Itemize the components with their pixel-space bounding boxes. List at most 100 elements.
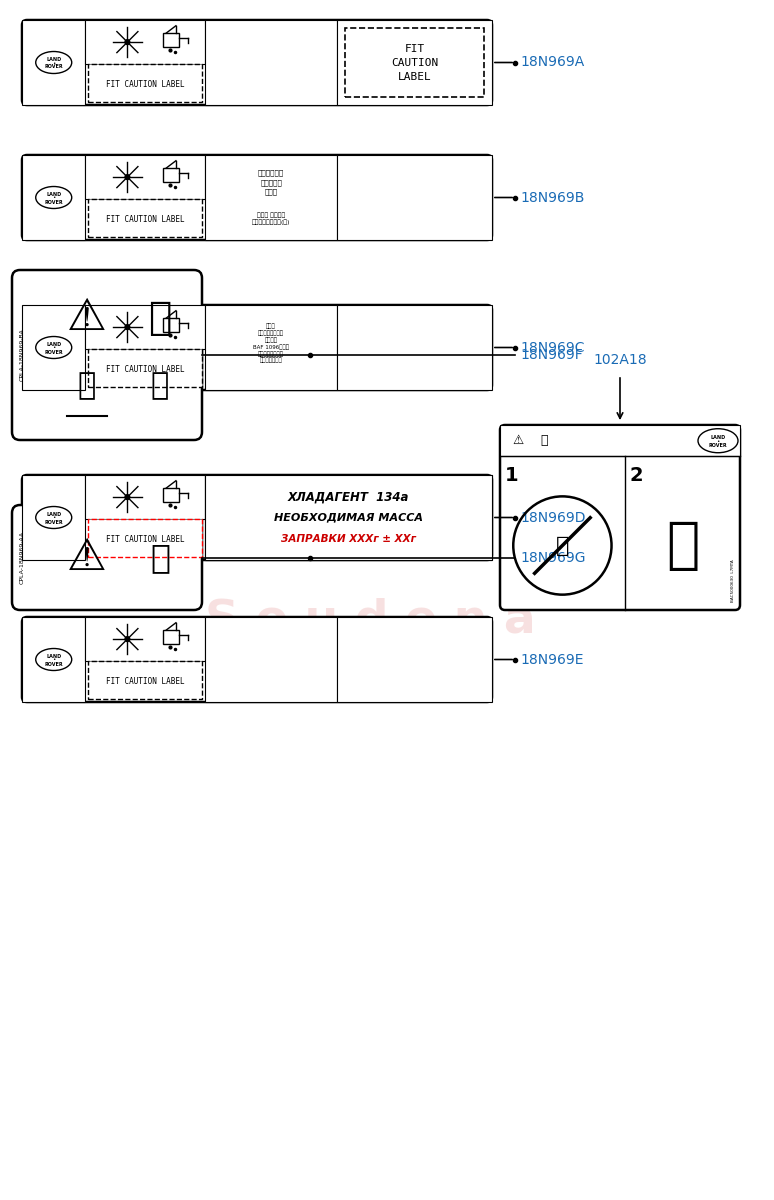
Text: ROVER: ROVER — [44, 65, 63, 70]
Bar — [22, 475, 85, 560]
Bar — [337, 20, 492, 104]
Text: 警示：
在取放或充填冷在
她方面合
BAF 1096事情下
使冷剂主联动人为
他人人稳低行。: 警示： 在取放或充填冷在 她方面合 BAF 1096事情下 使冷剂主联动人为 他… — [253, 323, 289, 364]
FancyBboxPatch shape — [22, 305, 492, 390]
Bar — [85, 305, 205, 349]
Bar — [88, 520, 202, 557]
Ellipse shape — [36, 52, 72, 73]
Text: НЕОБХОДИМАЯ МАССА: НЕОБХОДИМАЯ МАССА — [274, 512, 423, 522]
Bar — [163, 34, 179, 47]
Text: 2: 2 — [630, 467, 644, 486]
Text: ЗАПРАВКИ ХХХг ± ХХг: ЗАПРАВКИ ХХХг ± ХХг — [281, 534, 416, 544]
Text: ROVER: ROVER — [44, 520, 63, 524]
Bar — [85, 475, 205, 520]
Text: ⛽: ⛽ — [666, 518, 699, 572]
Bar — [337, 617, 492, 702]
FancyBboxPatch shape — [12, 505, 202, 610]
Bar — [205, 20, 337, 104]
Circle shape — [125, 40, 130, 44]
Circle shape — [125, 175, 130, 180]
Text: FIT CAUTION LABEL: FIT CAUTION LABEL — [106, 80, 185, 89]
Text: 18N969B: 18N969B — [520, 191, 584, 204]
Text: LAND: LAND — [46, 654, 61, 659]
Bar — [163, 488, 179, 502]
Circle shape — [125, 637, 130, 642]
Bar — [88, 349, 202, 386]
Text: FIT
CAUTION
LABEL: FIT CAUTION LABEL — [391, 43, 438, 82]
Bar — [22, 305, 85, 390]
Text: ROVER: ROVER — [44, 661, 63, 666]
Circle shape — [125, 325, 130, 330]
Text: •: • — [52, 346, 56, 350]
Text: 🔥: 🔥 — [149, 299, 172, 336]
Bar — [88, 64, 202, 102]
Text: 1: 1 — [505, 467, 519, 486]
Text: S o u d e n a: S o u d e n a — [204, 598, 536, 642]
Text: 🧑: 🧑 — [151, 371, 170, 400]
Ellipse shape — [36, 648, 72, 671]
FancyBboxPatch shape — [12, 270, 202, 440]
Ellipse shape — [36, 506, 72, 528]
FancyBboxPatch shape — [22, 617, 492, 702]
Text: ROVER: ROVER — [44, 199, 63, 204]
Bar — [205, 155, 337, 240]
Text: 18N969C: 18N969C — [520, 341, 584, 354]
Bar — [337, 475, 492, 560]
Text: 18N969A: 18N969A — [520, 55, 584, 70]
Bar — [205, 617, 337, 702]
Text: 📖: 📖 — [540, 434, 548, 448]
Text: ROVER: ROVER — [44, 349, 63, 354]
Text: •: • — [52, 60, 56, 66]
Text: ROVER: ROVER — [709, 443, 728, 448]
Bar — [205, 305, 337, 390]
FancyBboxPatch shape — [22, 475, 492, 560]
Circle shape — [125, 494, 130, 499]
Text: LAND: LAND — [46, 512, 61, 517]
Bar — [163, 630, 179, 643]
Bar — [345, 28, 484, 97]
Bar — [88, 199, 202, 236]
Text: •: • — [52, 516, 56, 521]
Text: ⚠: ⚠ — [67, 536, 107, 578]
Bar — [85, 617, 205, 661]
FancyBboxPatch shape — [500, 425, 740, 610]
Bar — [85, 155, 205, 199]
Bar — [205, 475, 337, 560]
Text: •: • — [716, 439, 720, 444]
Bar — [22, 155, 85, 240]
Text: FIT CAUTION LABEL: FIT CAUTION LABEL — [106, 365, 185, 374]
FancyBboxPatch shape — [22, 155, 492, 240]
Bar — [337, 155, 492, 240]
Text: FIT CAUTION LABEL: FIT CAUTION LABEL — [106, 535, 185, 544]
Bar — [163, 168, 179, 181]
Text: 🔧: 🔧 — [78, 371, 96, 400]
Text: •: • — [52, 658, 56, 662]
Text: LAND: LAND — [711, 436, 725, 440]
Text: FIT CAUTION LABEL: FIT CAUTION LABEL — [106, 215, 185, 224]
Text: 102A18: 102A18 — [593, 353, 647, 367]
Text: •: • — [52, 196, 56, 200]
Bar — [22, 617, 85, 702]
Text: 冷媒大氣放出
禁止・外屬
更換收: 冷媒大氣放出 禁止・外屬 更換收 — [258, 169, 284, 194]
Ellipse shape — [36, 186, 72, 209]
Bar — [337, 305, 492, 390]
Text: 18N969E: 18N969E — [520, 653, 584, 666]
Text: ХЛАДАГЕНТ  134а: ХЛАДАГЕНТ 134а — [288, 491, 409, 504]
Bar — [88, 661, 202, 698]
Text: BAC5000630  L7MTA: BAC5000630 L7MTA — [731, 559, 735, 602]
Text: チォー ランドロ
ーバー・ヂャパン(㈱): チォー ランドロ ーバー・ヂャパン(㈱) — [252, 212, 290, 226]
Text: LAND: LAND — [46, 342, 61, 347]
Text: 18N969D: 18N969D — [520, 510, 585, 524]
Text: ⚠: ⚠ — [512, 434, 524, 448]
Text: LAND: LAND — [46, 56, 61, 62]
Ellipse shape — [698, 428, 738, 452]
Text: c a r  p a r t s: c a r p a r t s — [277, 641, 463, 670]
Text: CPLA-18N969-BA: CPLA-18N969-BA — [19, 329, 25, 382]
Text: FIT CAUTION LABEL: FIT CAUTION LABEL — [106, 677, 185, 686]
Text: 18N969G: 18N969G — [520, 551, 585, 564]
Bar — [163, 318, 179, 331]
FancyBboxPatch shape — [22, 20, 492, 104]
Bar — [85, 20, 205, 64]
Text: 📖: 📖 — [150, 541, 170, 574]
Text: ⚠: ⚠ — [67, 296, 107, 340]
Bar — [205, 475, 492, 560]
